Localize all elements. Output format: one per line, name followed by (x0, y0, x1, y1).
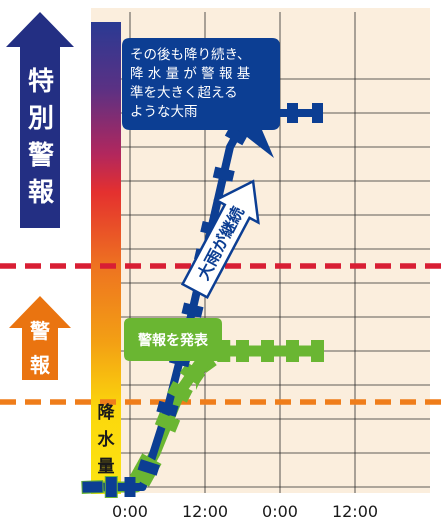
blue-series-marker (82, 481, 103, 493)
green-series-marker (261, 340, 274, 362)
green-series-marker (236, 340, 249, 362)
x-tick-label: 0:00 (112, 502, 148, 521)
blue-series-marker (124, 477, 136, 497)
blue-series-marker (224, 126, 248, 146)
blue-series-marker (105, 477, 117, 497)
green-series-marker (311, 340, 324, 362)
callout-continued-rain-text: その後も降り続き、降 水 量 が 警 報 基準を大きく超えるような大雨 (130, 47, 251, 120)
rainfall-gradient-bar (91, 22, 121, 494)
green-series-marker (286, 340, 299, 362)
blue-series-marker (212, 166, 235, 182)
y-axis-label: 降水量 (98, 402, 116, 477)
special-warning-label: 特別警報 (28, 66, 55, 208)
blue-series-marker (287, 103, 298, 123)
green-series-marker (129, 464, 156, 487)
x-tick-label: 12:00 (182, 502, 228, 521)
blue-series-marker (181, 302, 204, 318)
warning-label: 警報 (30, 319, 51, 377)
callout-continued-rain: その後も降り続き、降 水 量 が 警 報 基準を大きく超えるような大雨 (122, 38, 280, 158)
blue-series-marker (156, 400, 179, 417)
blue-series-marker (312, 103, 323, 123)
x-tick-label: 0:00 (262, 502, 298, 521)
green-series-marker (154, 412, 181, 433)
green-series-marker (167, 380, 193, 403)
x-tick-label: 12:00 (332, 502, 378, 521)
warning-arrow (9, 296, 71, 380)
callout-warning-issued: 警報を発表 (124, 318, 222, 390)
x-axis-ticks: 0:00 12:00 0:00 12:00 (112, 502, 378, 521)
blue-series-marker (137, 459, 160, 476)
callout-warning-issued-text: 警報を発表 (138, 332, 209, 349)
special-warning-arrow (6, 12, 74, 228)
